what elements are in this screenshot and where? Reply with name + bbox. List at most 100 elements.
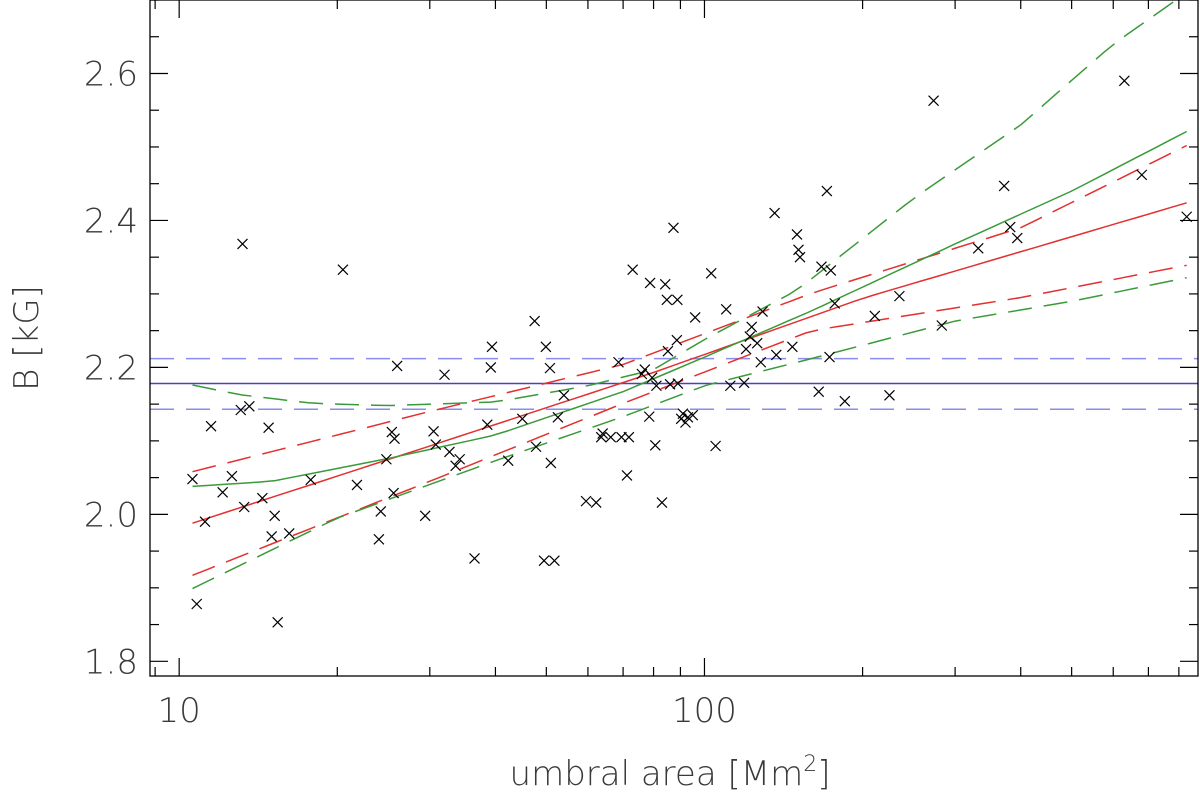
data-point <box>751 337 763 349</box>
data-point <box>769 207 781 219</box>
data-point <box>972 242 984 254</box>
data-point <box>928 95 940 107</box>
data-point <box>256 492 268 504</box>
data-point <box>627 264 639 276</box>
data-point <box>839 395 851 407</box>
data-point <box>724 380 736 392</box>
data-point <box>710 440 722 452</box>
data-point <box>646 372 658 384</box>
data-point <box>375 505 387 517</box>
data-point <box>816 261 827 273</box>
data-point <box>671 334 683 346</box>
data-point <box>1011 232 1023 244</box>
y-tick-label: 2.4 <box>84 201 138 241</box>
data-point <box>373 533 385 545</box>
tick-labels: 1.8 2.0 2.2 2.4 2.6 10 100 <box>84 54 737 731</box>
x-tick-label: 10 <box>158 691 201 731</box>
data-point <box>813 386 825 398</box>
data-point <box>794 251 806 263</box>
data-point <box>419 510 431 522</box>
data-point <box>263 422 275 434</box>
data-point <box>187 473 198 485</box>
data-point <box>237 238 248 250</box>
fit-curves <box>150 0 1198 590</box>
data-point <box>793 244 804 256</box>
data-point <box>226 470 238 482</box>
data-point <box>552 411 564 423</box>
data-point <box>485 361 497 373</box>
data-point <box>305 474 317 486</box>
data-point <box>649 439 661 451</box>
data-point <box>757 306 768 317</box>
data-point <box>687 409 699 421</box>
data-point <box>613 356 624 368</box>
data-point <box>661 294 673 306</box>
y-tick-label: 2.0 <box>84 495 138 535</box>
data-point <box>444 446 455 458</box>
series-line-8 <box>192 276 1187 590</box>
data-point <box>1004 221 1016 233</box>
data-point <box>623 431 635 443</box>
data-point <box>755 356 767 368</box>
data-point <box>668 222 679 234</box>
data-point <box>644 277 656 289</box>
data-point <box>389 433 400 445</box>
series-line-3 <box>192 202 1187 524</box>
data-point <box>266 530 278 542</box>
data-point <box>597 428 609 439</box>
data-point <box>621 469 633 481</box>
data-point <box>770 349 782 361</box>
y-tick-label: 2.6 <box>84 54 138 94</box>
data-point <box>391 360 403 372</box>
data-point <box>893 290 905 302</box>
y-tick-label: 2.2 <box>84 348 138 388</box>
data-point <box>351 479 363 491</box>
data-point <box>217 486 229 498</box>
data-point <box>791 228 803 240</box>
data-point <box>829 298 841 309</box>
data-point <box>677 408 689 420</box>
data-point <box>388 487 400 499</box>
data-point <box>235 404 247 416</box>
data-point <box>998 180 1010 192</box>
data-point <box>786 341 798 353</box>
data-point <box>1136 169 1148 181</box>
data-point <box>740 343 752 355</box>
data-point <box>659 278 671 290</box>
data-point <box>671 294 683 306</box>
series-line-7 <box>192 0 1178 407</box>
data-point <box>605 431 617 443</box>
x-axis-label-end: ] <box>817 754 830 794</box>
data-point <box>516 413 528 425</box>
data-point <box>705 267 717 279</box>
data-point <box>558 389 570 401</box>
plot-frame <box>149 0 1199 677</box>
data-point <box>243 400 255 412</box>
data-point <box>689 312 701 323</box>
x-axis-label-main: umbral area [Mm <box>510 754 804 794</box>
data-point <box>548 555 560 567</box>
data-point <box>824 351 835 363</box>
data-point <box>529 315 541 327</box>
data-point <box>825 264 837 276</box>
data-point <box>580 495 592 507</box>
data-point <box>450 460 462 472</box>
data-point <box>869 310 881 322</box>
x-axis-label-sup: 2 <box>803 752 817 777</box>
data-point <box>469 553 480 564</box>
data-point <box>545 457 557 469</box>
data-point <box>662 345 674 357</box>
data-point <box>672 378 684 389</box>
data-point <box>821 185 833 197</box>
data-point <box>337 264 349 276</box>
data-point <box>481 419 493 431</box>
axis-ticks <box>150 0 1198 676</box>
data-point <box>283 528 295 539</box>
data-point <box>936 320 948 331</box>
data-point <box>428 425 439 437</box>
series-line-4 <box>192 144 1188 473</box>
data-point <box>380 453 392 465</box>
data-point <box>544 362 556 374</box>
data-points <box>187 75 1193 628</box>
data-point <box>272 616 284 628</box>
